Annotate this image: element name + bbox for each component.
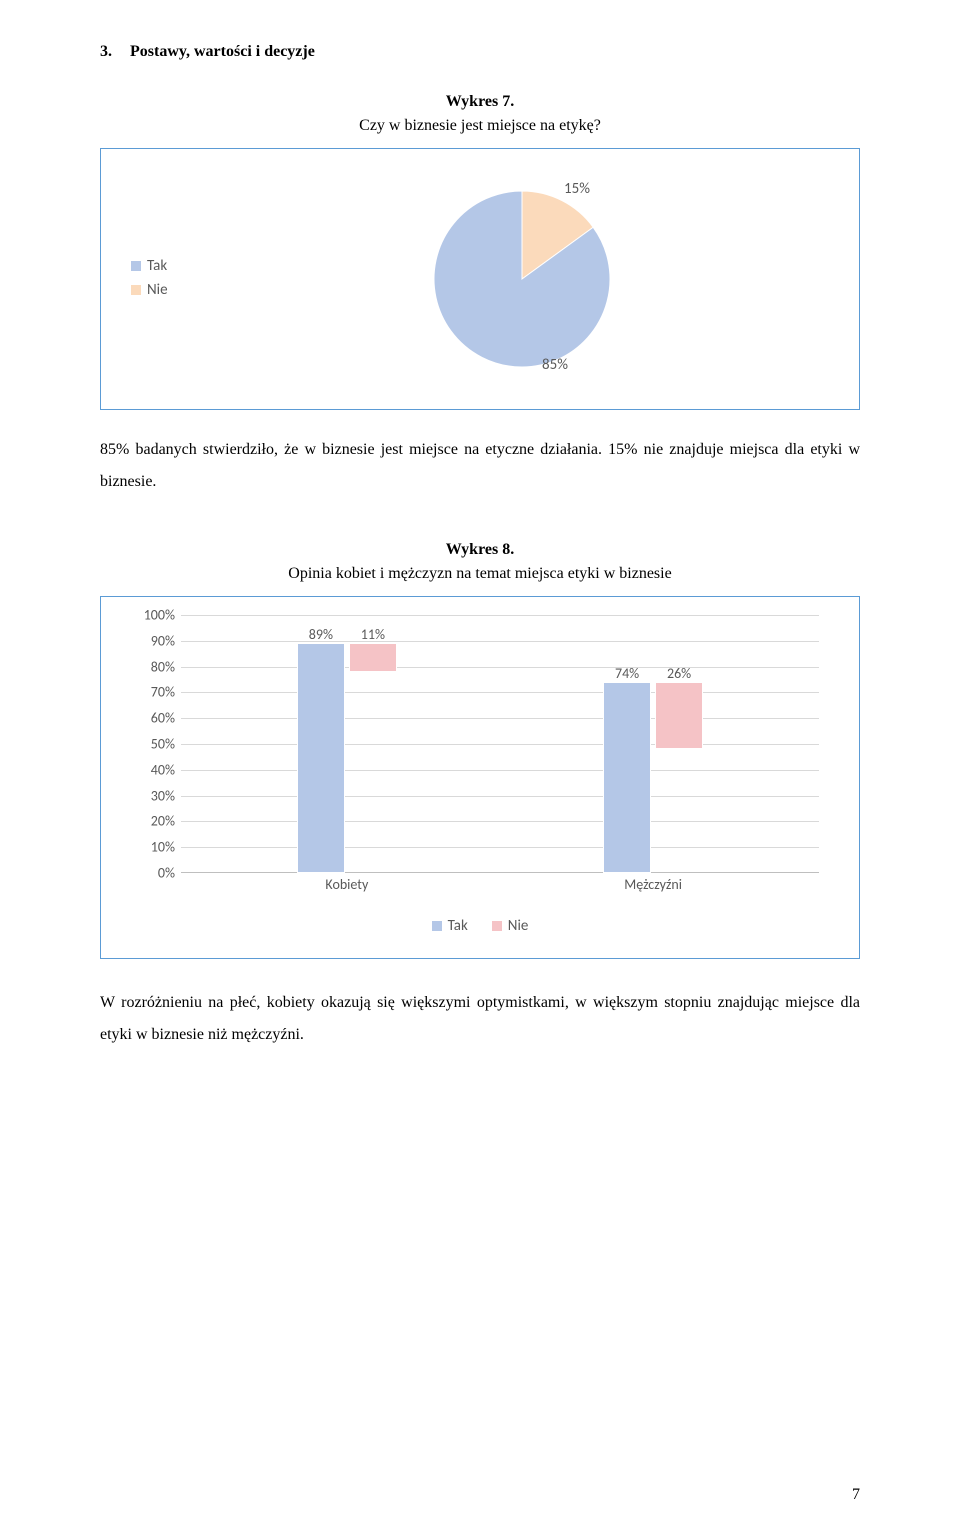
page-number: 7 (852, 1483, 860, 1507)
figure8-caption: Wykres 8. Opinia kobiet i mężczyzn na te… (100, 538, 860, 586)
bar-ytick-label: 30% (131, 785, 175, 806)
bar-group: 89%11% (232, 643, 462, 873)
bar-legend-item-nie: Nie (492, 915, 529, 938)
bar-xtick-label: Mężczyźni (538, 874, 768, 895)
bar-ytick-label: 0% (131, 863, 175, 884)
bar-legend-swatch-nie (492, 921, 502, 931)
bar-gridline (181, 615, 819, 616)
pie-legend-item-tak: Tak (131, 255, 168, 278)
bar-ytick-label: 100% (131, 605, 175, 626)
section-heading: 3. Postawy, wartości i decyzje (100, 40, 860, 64)
bar: 74% (603, 682, 651, 873)
bar-legend-swatch-tak (432, 921, 442, 931)
pie-legend: Tak Nie (131, 255, 168, 304)
pie-legend-item-nie: Nie (131, 279, 168, 302)
figure7-label: Wykres 7. (100, 90, 860, 114)
bar-value-label: 89% (298, 624, 344, 645)
figure7-chart-frame: Tak Nie 15% 85% (100, 148, 860, 410)
bar-gridline (181, 641, 819, 642)
bar-ytick-label: 60% (131, 708, 175, 729)
bar-legend-label-nie: Nie (508, 915, 529, 938)
bar-ytick-label: 90% (131, 630, 175, 651)
bar-value-label: 74% (604, 663, 650, 684)
bar-ytick-label: 50% (131, 734, 175, 755)
pie-slice-label: 15% (564, 180, 590, 198)
paragraph-2: W rozróżnieniu na płeć, kobiety okazują … (100, 987, 860, 1051)
bar-group: 74%26% (538, 682, 768, 873)
bar-ytick-label: 10% (131, 837, 175, 858)
pie-legend-swatch-tak (131, 261, 141, 271)
figure7-title: Czy w biznesie jest miejsce na etykę? (100, 114, 860, 138)
figure8-chart-frame: 89%11%Kobiety74%26%Mężczyźni 0%10%20%30%… (100, 596, 860, 959)
bar-chart: 89%11%Kobiety74%26%Mężczyźni 0%10%20%30%… (131, 615, 829, 895)
bar-ytick-label: 70% (131, 682, 175, 703)
pie-chart-svg: 15% 85% (272, 167, 772, 391)
bar-ytick-label: 20% (131, 811, 175, 832)
figure7-caption: Wykres 7. Czy w biznesie jest miejsce na… (100, 90, 860, 138)
section-title: Postawy, wartości i decyzje (130, 43, 315, 60)
pie-slice-label: 85% (542, 356, 568, 374)
bar-ytick-label: 80% (131, 656, 175, 677)
pie-wrap: 15% 85% (216, 167, 829, 391)
bar: 89% (297, 643, 345, 873)
pie-legend-swatch-nie (131, 285, 141, 295)
bar-legend-item-tak: Tak (432, 915, 468, 938)
section-number: 3. (100, 43, 112, 60)
pie-legend-label-nie: Nie (147, 279, 168, 302)
bar-xtick-label: Kobiety (232, 874, 462, 895)
pie-legend-label-tak: Tak (147, 255, 167, 278)
figure8-label: Wykres 8. (100, 538, 860, 562)
bar-ytick-label: 40% (131, 759, 175, 780)
paragraph-1: 85% badanych stwierdziło, że w biznesie … (100, 434, 860, 498)
bar-value-label: 11% (350, 624, 396, 645)
pie-chart-row: Tak Nie 15% 85% (131, 167, 829, 391)
bar-legend: Tak Nie (131, 915, 829, 940)
bar: 26% (655, 682, 703, 749)
bar-legend-label-tak: Tak (448, 915, 468, 938)
bar: 11% (349, 643, 397, 671)
bar-plot-area: 89%11%Kobiety74%26%Mężczyźni (181, 615, 819, 873)
bar-value-label: 26% (656, 663, 702, 684)
figure8-title: Opinia kobiet i mężczyzn na temat miejsc… (100, 562, 860, 586)
